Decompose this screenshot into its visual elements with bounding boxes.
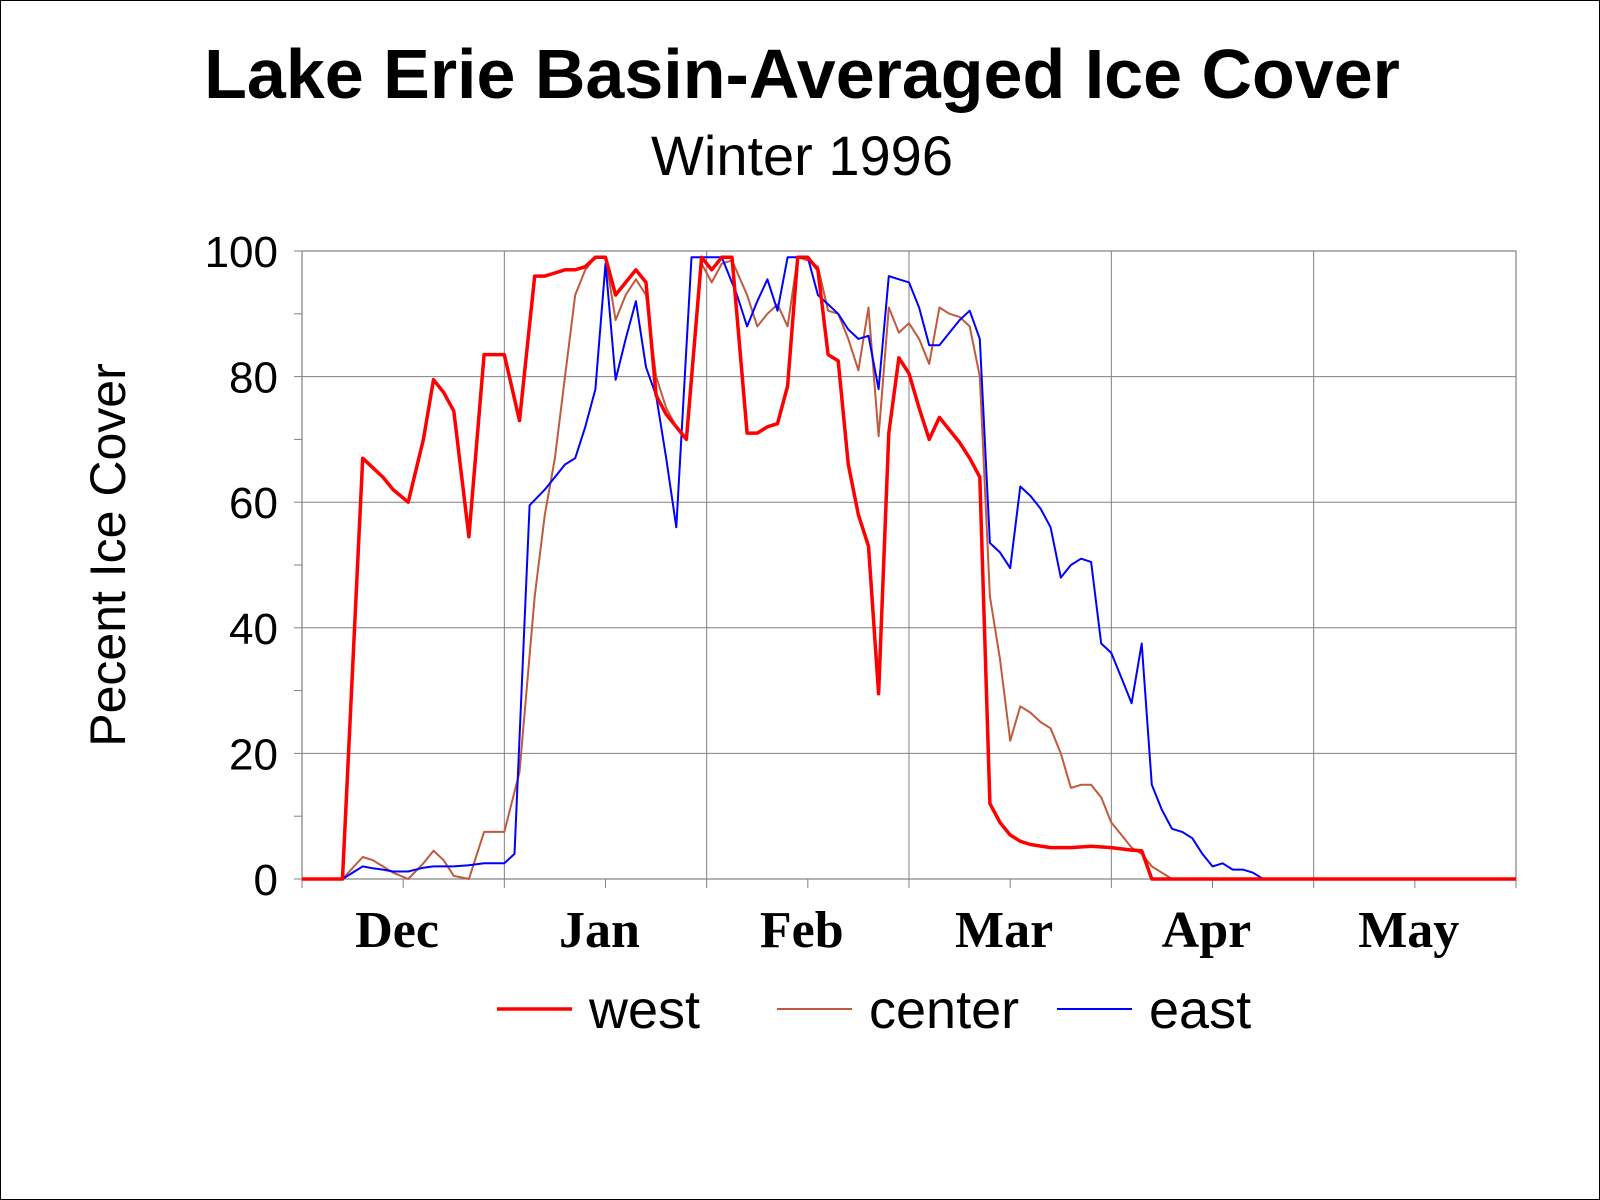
legend: west center east [497, 980, 1251, 1040]
series-line-center [302, 256, 1516, 880]
chart-title: Lake Erie Basin-Averaged Ice Cover [204, 35, 1400, 113]
x-tick-label: Dec [355, 902, 439, 959]
legend-label-east: east [1149, 980, 1251, 1040]
x-tick-label: Apr [1162, 902, 1252, 959]
y-tick-label: 20 [229, 730, 278, 779]
x-tick-label: Mar [955, 902, 1053, 959]
y-tick-label: 40 [229, 605, 278, 654]
y-tick-label: 100 [205, 228, 278, 277]
x-tick-label: Jan [559, 902, 640, 959]
x-tick-label: May [1358, 902, 1459, 959]
series-layer [302, 255, 1516, 881]
legend-label-west: west [588, 980, 700, 1040]
y-axis-label: Pecent Ice Cover [80, 363, 136, 747]
grid-lines [302, 251, 1516, 879]
y-tick-label: 60 [229, 479, 278, 528]
chart-subtitle: Winter 1996 [651, 124, 953, 187]
legend-label-center: center [869, 980, 1019, 1040]
series-line-east [302, 256, 1516, 880]
y-tick-label: 0 [254, 856, 278, 905]
series-line-west [302, 255, 1516, 881]
y-axis-ticks: 0 20 40 60 80 100 [205, 228, 302, 905]
x-axis-ticks: Dec Jan Feb Mar Apr May [301, 879, 1517, 959]
x-tick-label: Feb [760, 902, 844, 959]
y-tick-label: 80 [229, 354, 278, 403]
